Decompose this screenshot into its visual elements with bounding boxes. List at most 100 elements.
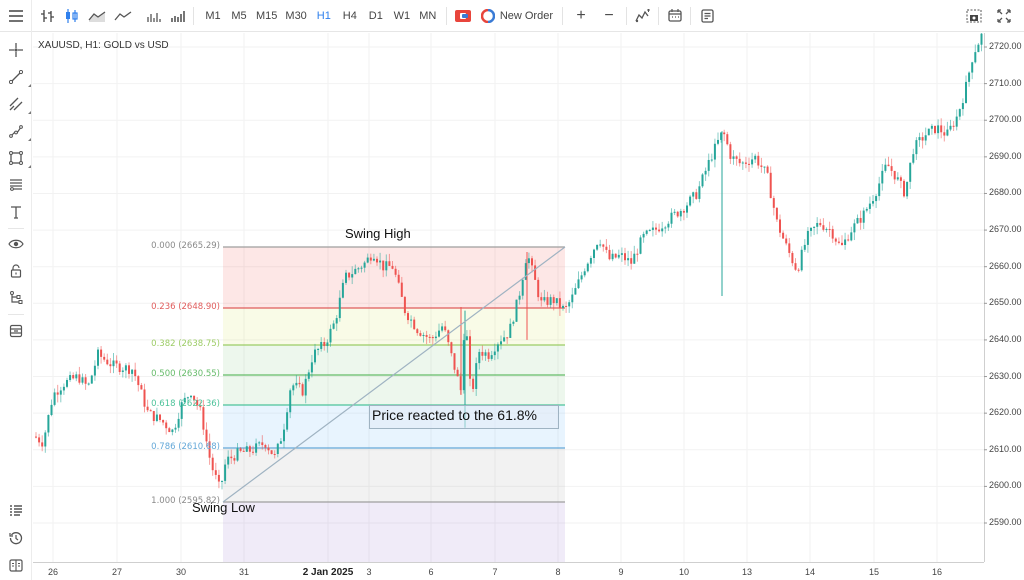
volume-icon [147,12,161,22]
text-tool[interactable] [4,200,28,224]
fibonacci-retracement[interactable] [223,246,565,562]
price-axis-label: 2610.00 [989,443,1022,454]
price-axis-label: 2690.00 [989,150,1022,161]
time-axis-label: 7 [492,567,498,577]
drawing-tools-sidebar [0,32,32,580]
time-axis-label: 15 [868,567,880,577]
price-chart[interactable]: XAUUSD, H1: GOLD vs USD 2720.00 2710.00 27… [33,33,1024,580]
new-order-button[interactable]: New Order [475,8,559,23]
one-click-trading-button[interactable] [451,4,475,28]
divider [8,314,24,315]
price-axis-label: 2720.00 [989,41,1022,51]
fullscreen-button[interactable] [992,4,1016,28]
timeframe-h4[interactable]: H4 [342,9,357,22]
chart-type-group [32,0,194,32]
timeframe-m1[interactable]: M1 [205,9,221,22]
fibonacci-icon [10,179,22,191]
price-axis-label: 2650.00 [989,297,1022,308]
price-axis-label: 2710.00 [989,77,1022,88]
timeframe-m15[interactable]: M15 [256,9,278,22]
order-group: New Order [447,0,564,32]
object-list-button[interactable] [4,499,28,523]
indicators-icon [635,8,650,22]
journal-button[interactable] [4,553,28,577]
time-axis-label: 26 [47,567,59,577]
calendar-button[interactable] [663,4,687,28]
screenshot-button[interactable] [962,4,986,28]
fib-trend-line[interactable] [222,246,566,503]
zoom-group: + − [563,0,627,32]
toolbar-right [962,0,1024,32]
tick-volume-button[interactable] [166,4,190,28]
volume-button[interactable] [142,4,166,28]
text-icon [11,206,21,219]
area-chart-button[interactable] [84,4,110,28]
time-axis-label: 14 [804,567,816,577]
timeframe-h1[interactable]: H1 [316,9,331,22]
trendline-icon [9,70,23,84]
submenu-indicator [28,84,31,87]
eye-icon [8,239,24,249]
annotation-label[interactable]: Swing Low [192,500,255,515]
rectangle-icon [9,151,23,165]
tick-volume-icon [171,10,185,22]
time-axis-label: 27 [111,567,123,577]
annotation-label[interactable]: Swing High [345,226,411,241]
timeframe-m30[interactable]: M30 [285,9,307,22]
bar-chart-button[interactable] [36,4,60,28]
time-axis-label: 3 [366,567,372,577]
area-chart-icon [88,10,106,22]
annotation-callout[interactable]: Price reacted to the 61.8% [369,405,559,429]
delete-drawings-button[interactable] [4,319,28,343]
template-group [691,0,723,32]
timeframe-w1[interactable]: W1 [393,9,411,22]
rectangle-tool[interactable] [4,146,31,170]
time-axis-label: 10 [678,567,690,577]
price-axis-label: 2600.00 [989,480,1022,491]
template-button[interactable] [695,4,719,28]
timeframe-mn[interactable]: MN [419,9,437,22]
history-button[interactable] [4,526,28,550]
menu-button[interactable] [0,0,32,32]
candlestick-icon [66,8,78,23]
time-axis-label: 31 [238,567,250,577]
lock-icon [10,264,22,278]
polyline-tool[interactable] [4,119,31,143]
hamburger-menu-icon [8,9,23,22]
line-chart-button[interactable] [110,4,136,28]
submenu-indicator [28,111,31,114]
camera-icon [966,9,982,23]
calendar-group [659,0,691,32]
fib-level-label: 0.236 (2648.90) [151,302,220,312]
time-axis-label: 30 [175,567,187,577]
channel-icon [9,97,23,111]
price-axis-label: 2680.00 [989,187,1022,198]
chart-canvas[interactable] [33,33,1024,580]
zoom-in-button[interactable]: + [576,6,586,24]
hide-drawings-button[interactable] [4,232,28,256]
candlestick-button[interactable] [60,4,84,28]
timeframe-m5[interactable]: M5 [231,9,247,22]
calendar-icon [668,9,682,22]
channel-tool[interactable] [4,92,31,116]
fib-level-label: 0.500 (2630.55) [151,369,220,379]
delete-drawings-icon [9,324,23,338]
fibonacci-tool[interactable] [4,173,28,197]
crosshair-tool[interactable] [4,38,28,62]
time-axis-label: 6 [428,567,434,577]
timeframe-d1[interactable]: D1 [368,9,383,22]
book-icon [9,558,23,572]
fib-level-label: 0.618 (2622.36) [151,399,220,409]
object-tree-button[interactable] [4,286,28,310]
indicators-button[interactable] [631,4,655,28]
lock-drawings-button[interactable] [4,259,28,283]
zoom-out-button[interactable]: − [604,6,614,24]
polyline-icon [9,125,23,138]
time-axis-label: 16 [931,567,943,577]
divider [8,228,24,229]
time-axis-label: 8 [555,567,561,577]
new-order-icon [480,8,495,23]
trendline-tool[interactable] [4,65,31,89]
time-axis-label: 9 [618,567,624,577]
